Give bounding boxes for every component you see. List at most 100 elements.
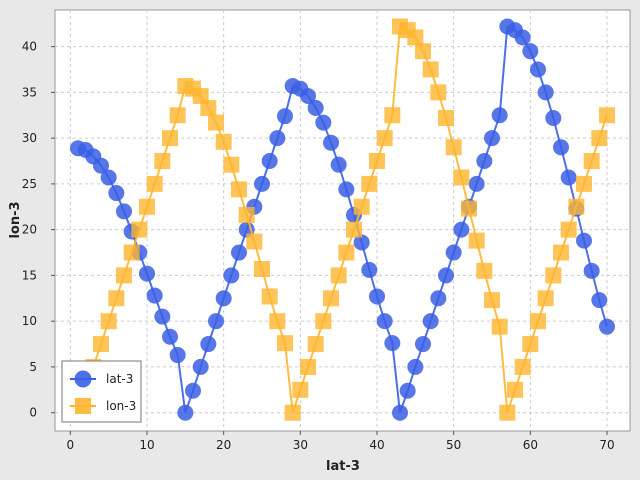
- data-point: [369, 288, 385, 305]
- y-tick-label: 0: [29, 406, 37, 420]
- y-tick-label: 20: [22, 223, 37, 237]
- data-point: [146, 175, 163, 192]
- data-point: [338, 181, 355, 198]
- x-tick-label: 10: [139, 438, 154, 452]
- data-point: [315, 313, 332, 330]
- data-point: [376, 130, 393, 147]
- data-point: [169, 347, 186, 364]
- data-point: [484, 292, 500, 309]
- x-tick-label: 60: [523, 438, 538, 452]
- data-point: [491, 318, 508, 335]
- data-point: [422, 313, 439, 330]
- data-point: [269, 130, 286, 147]
- data-point: [522, 43, 539, 60]
- y-tick-label: 40: [22, 40, 37, 54]
- data-point: [338, 244, 355, 261]
- data-point: [154, 308, 171, 325]
- x-tick-label: 40: [369, 438, 384, 452]
- data-point: [131, 221, 148, 238]
- data-point: [484, 130, 500, 147]
- data-point: [208, 313, 224, 330]
- data-point: [583, 262, 600, 279]
- data-point: [499, 404, 516, 421]
- data-point: [507, 381, 523, 398]
- data-point: [560, 221, 577, 238]
- x-tick-label: 0: [67, 438, 75, 452]
- data-point: [254, 175, 270, 192]
- data-point: [392, 404, 408, 421]
- legend-label-lat-3: lat-3: [106, 372, 133, 386]
- data-point: [560, 169, 577, 186]
- data-point: [468, 175, 485, 192]
- data-point: [307, 99, 324, 116]
- data-point: [108, 290, 125, 307]
- data-point: [353, 234, 370, 251]
- legend-marker-lon-3: [75, 398, 91, 414]
- data-point: [200, 336, 217, 353]
- data-point: [231, 244, 247, 261]
- data-point: [100, 169, 117, 186]
- data-point: [330, 156, 347, 173]
- y-tick-label: 5: [29, 360, 37, 374]
- data-point: [215, 133, 232, 150]
- y-tick-label: 25: [22, 177, 37, 191]
- data-point: [445, 139, 462, 156]
- data-point: [599, 318, 615, 335]
- data-point: [530, 61, 546, 78]
- data-point: [583, 153, 600, 170]
- data-point: [277, 108, 293, 125]
- data-point: [476, 262, 493, 279]
- x-tick-label: 20: [216, 438, 231, 452]
- data-point: [315, 114, 332, 131]
- data-point: [545, 267, 562, 284]
- data-point: [384, 107, 401, 124]
- data-point: [162, 328, 178, 345]
- data-point: [169, 107, 186, 124]
- data-point: [445, 244, 462, 261]
- data-point: [568, 198, 585, 215]
- data-point: [438, 109, 454, 126]
- data-point: [430, 290, 447, 307]
- data-point: [369, 153, 385, 170]
- data-point: [100, 313, 117, 330]
- data-point: [300, 88, 316, 105]
- data-point: [323, 290, 339, 307]
- y-tick-label: 15: [22, 268, 37, 282]
- data-point: [438, 267, 454, 284]
- data-point: [154, 153, 171, 170]
- data-point: [346, 221, 362, 238]
- x-tick-label: 50: [446, 438, 461, 452]
- series-line-lon-3: [77, 24, 608, 414]
- data-point: [292, 381, 309, 398]
- data-point: [384, 335, 401, 352]
- data-point: [453, 221, 470, 238]
- data-point: [514, 29, 531, 46]
- data-point: [576, 232, 592, 249]
- series-lat-3: [70, 18, 615, 421]
- data-point: [514, 358, 531, 375]
- legend-marker-lat-3: [74, 370, 92, 388]
- data-point: [353, 198, 370, 215]
- data-point: [453, 169, 470, 186]
- plot-background: [54, 9, 631, 432]
- data-point: [254, 261, 270, 278]
- data-point: [223, 156, 240, 173]
- data-point: [591, 130, 608, 147]
- data-point: [185, 382, 201, 399]
- data-point: [108, 185, 125, 202]
- data-point: [93, 157, 109, 174]
- data-point: [139, 265, 155, 282]
- data-point: [361, 261, 378, 278]
- data-point: [330, 267, 347, 284]
- data-point: [553, 244, 569, 261]
- data-point: [415, 43, 431, 60]
- data-point: [476, 153, 493, 170]
- data-point: [269, 313, 286, 330]
- data-point: [530, 313, 546, 330]
- legend-label-lon-3: lon-3: [106, 399, 136, 413]
- y-tick-label: 35: [22, 85, 37, 99]
- x-tick-label: 70: [599, 438, 614, 452]
- data-point: [208, 114, 224, 131]
- data-point: [200, 99, 217, 116]
- data-point: [231, 181, 247, 198]
